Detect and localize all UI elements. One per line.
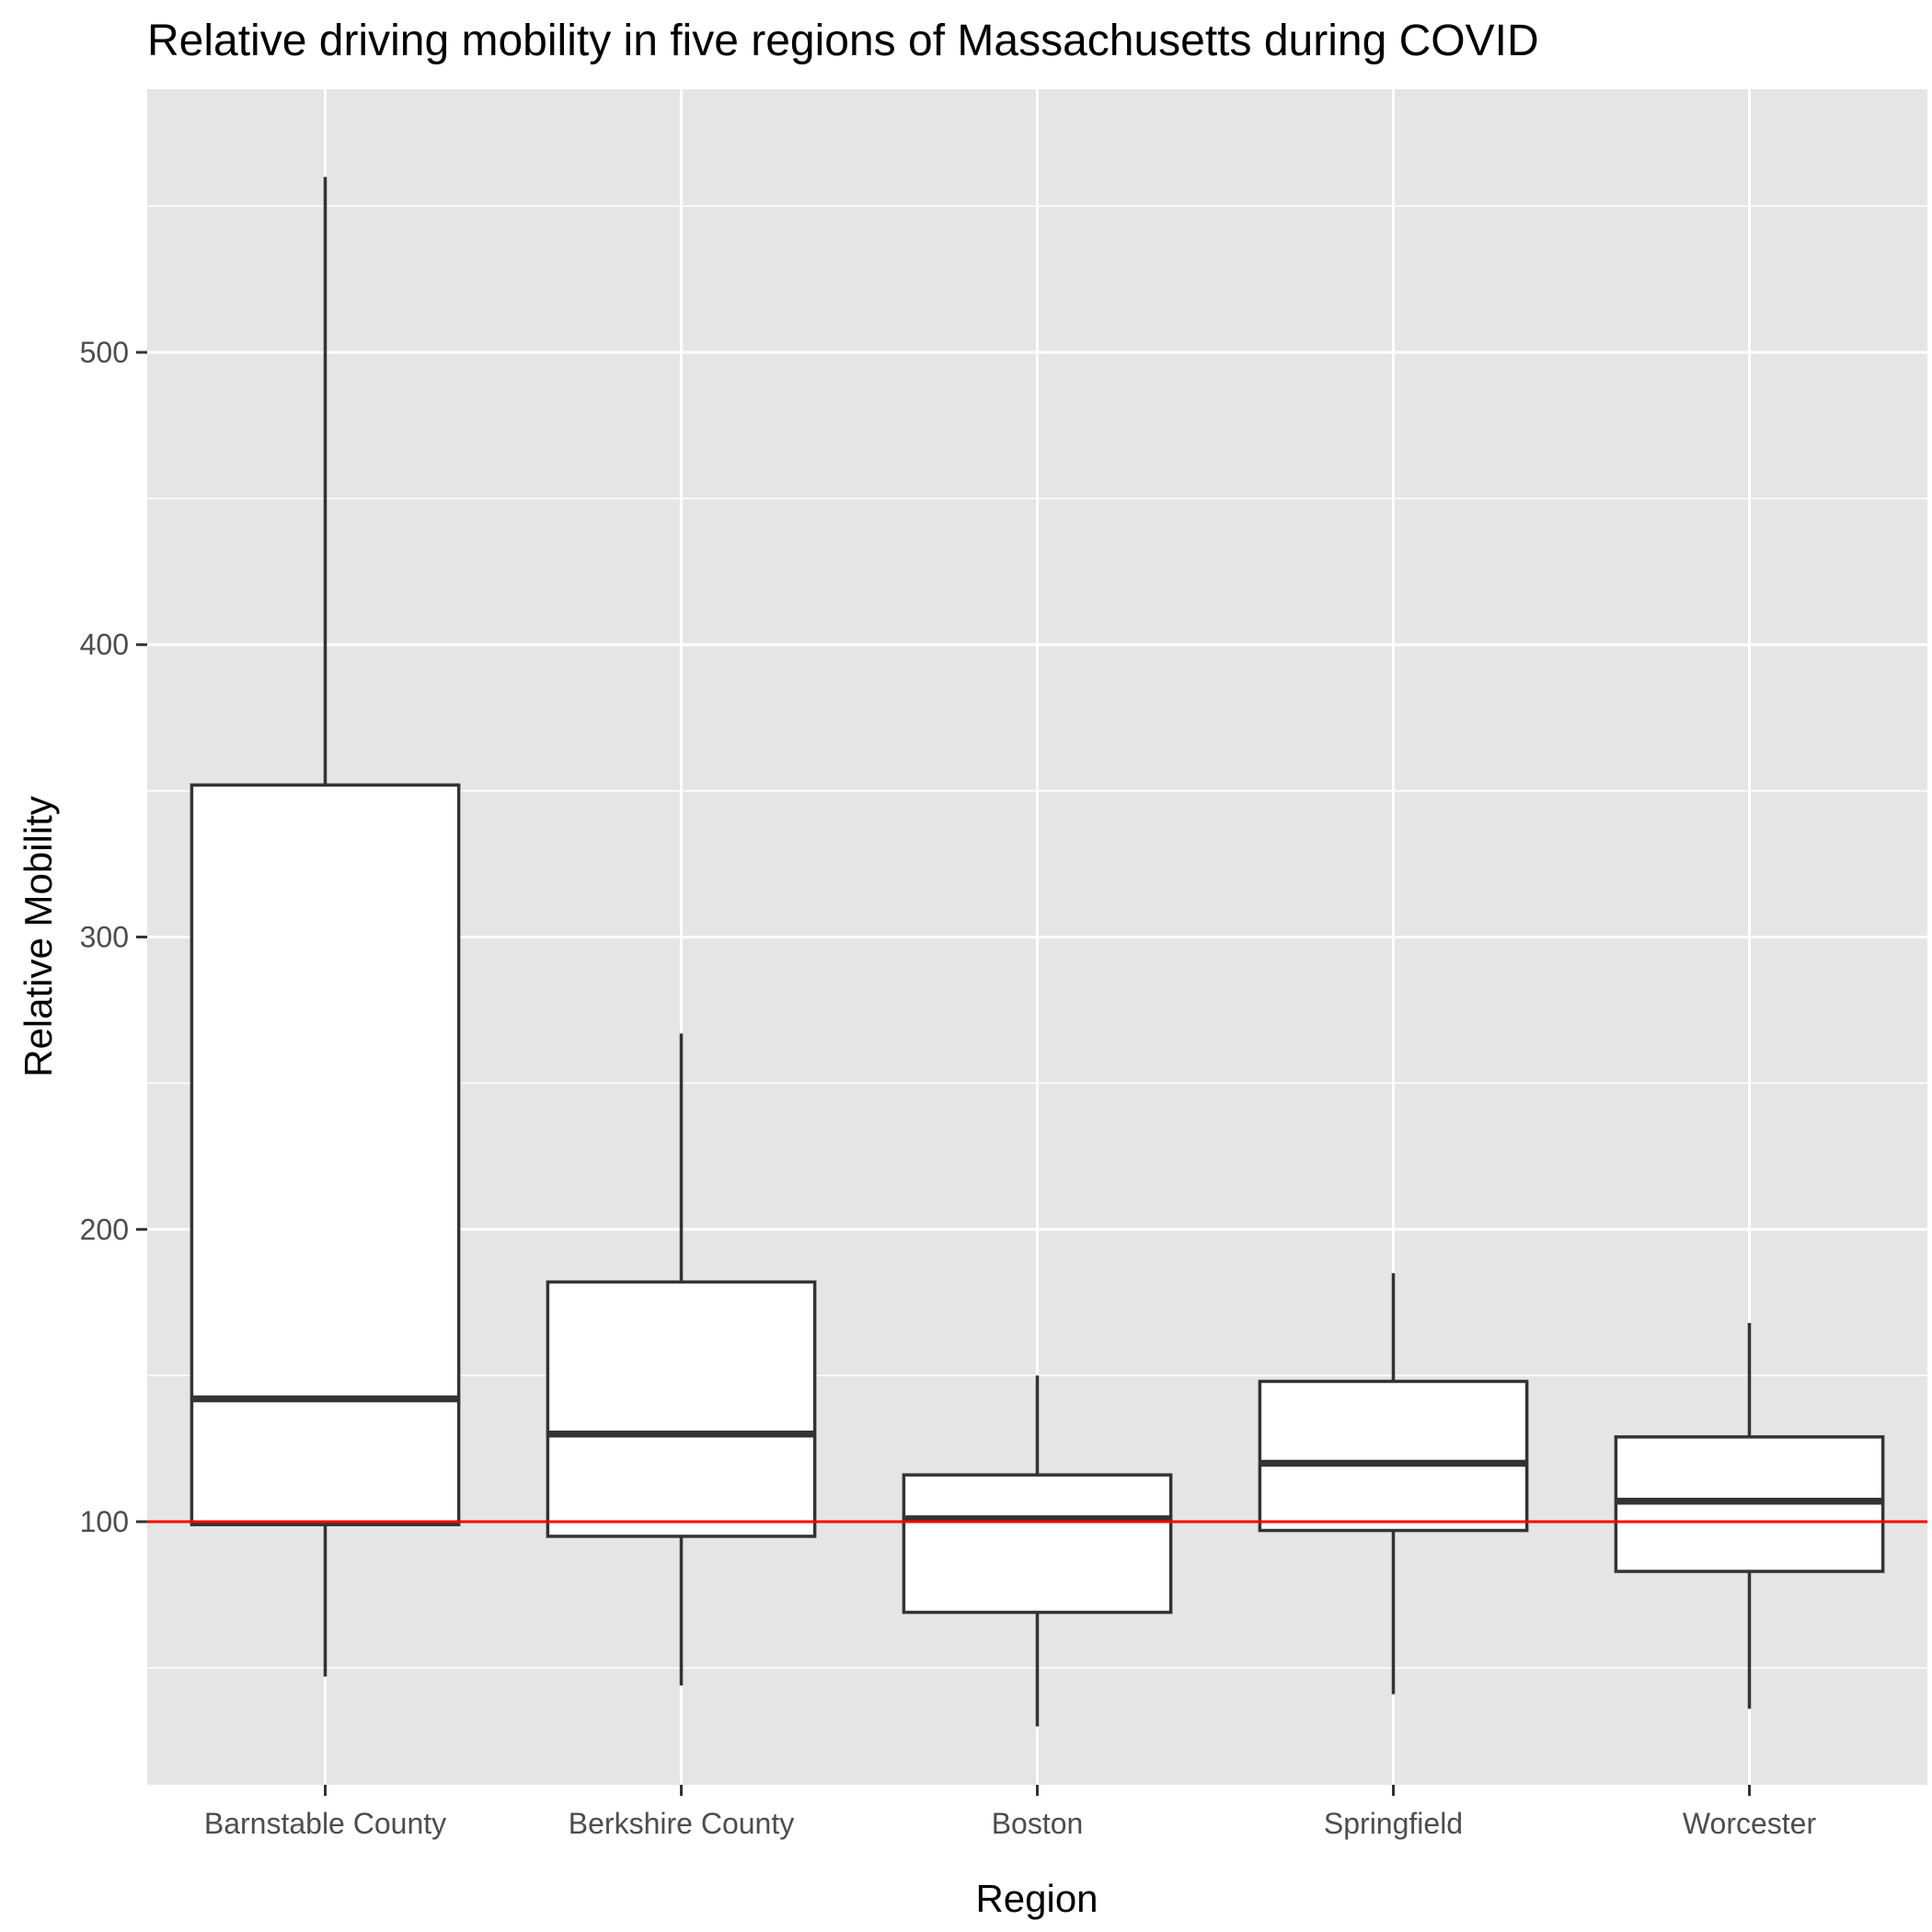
x-tick-label: Boston xyxy=(992,1807,1084,1840)
boxes xyxy=(190,177,1885,1727)
box-iqr xyxy=(902,1473,1173,1615)
x-axis-ticks: Barnstable County Berkshire County Boston S… xyxy=(204,1785,1817,1840)
y-tick-label: 500 xyxy=(80,336,129,369)
box-iqr xyxy=(190,783,461,1526)
x-tick-label: Berkshire County xyxy=(569,1807,794,1840)
chart-title: Relative driving mobility in five region… xyxy=(147,17,1539,65)
box-group xyxy=(902,1375,1173,1727)
box-group xyxy=(190,177,461,1677)
x-tick-label: Worcester xyxy=(1683,1807,1817,1840)
y-axis-ticks: 100 200 300 400 500 xyxy=(80,336,147,1538)
y-tick-label: 100 xyxy=(80,1505,129,1538)
y-axis-title: Relative Mobility xyxy=(17,796,60,1077)
box-group xyxy=(546,1033,817,1685)
box-group xyxy=(1614,1322,1885,1709)
x-axis-title: Region xyxy=(975,1877,1098,1920)
y-tick-label: 200 xyxy=(80,1213,129,1246)
x-tick-label: Barnstable County xyxy=(204,1807,446,1840)
y-tick-label: 400 xyxy=(80,628,129,661)
y-tick-label: 300 xyxy=(80,921,129,954)
box-iqr xyxy=(1258,1379,1529,1533)
x-tick-label: Springfield xyxy=(1324,1807,1463,1840)
box-group xyxy=(1258,1272,1529,1695)
box-iqr xyxy=(546,1280,817,1538)
